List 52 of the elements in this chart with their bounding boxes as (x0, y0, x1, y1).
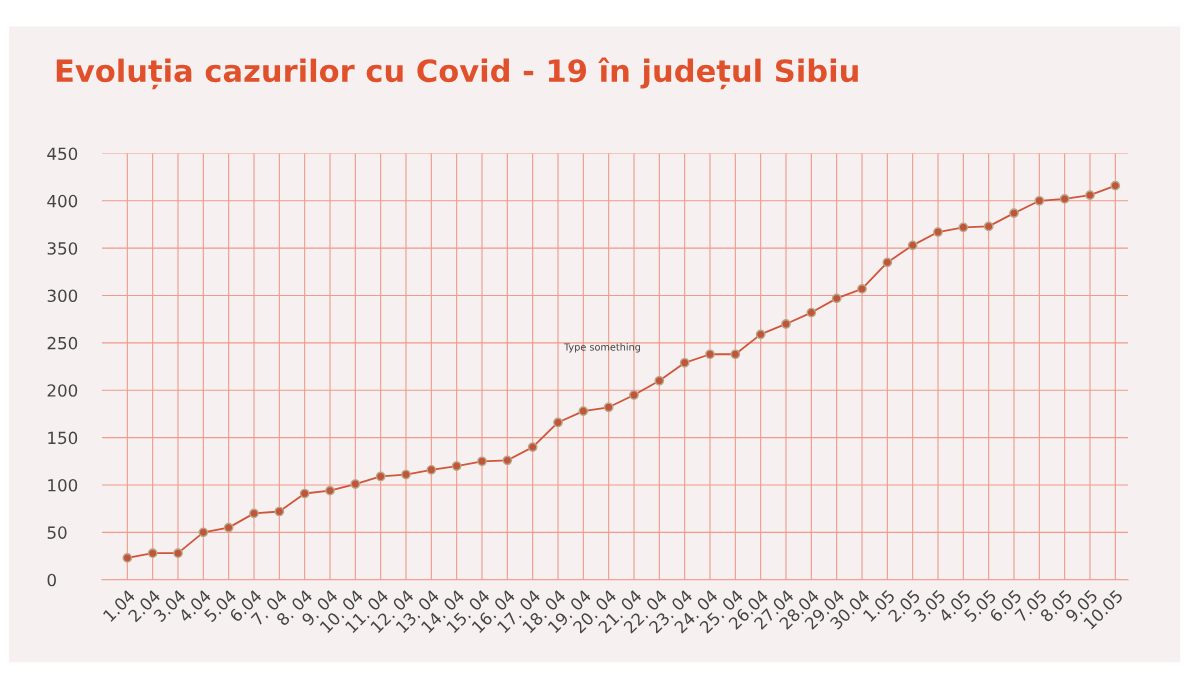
point (958, 222, 969, 233)
point (249, 508, 259, 519)
point (1059, 194, 1070, 204)
y-tick-label: 150 (48, 431, 78, 445)
point (147, 548, 158, 559)
point (857, 284, 867, 294)
y-tick-label: 0 (47, 573, 56, 587)
point (173, 548, 183, 559)
point (325, 485, 335, 496)
point (350, 479, 361, 489)
point (122, 553, 133, 563)
point (654, 375, 665, 386)
point (198, 527, 209, 538)
point (781, 319, 791, 329)
point (629, 390, 639, 400)
point (223, 522, 234, 533)
point (603, 402, 614, 413)
point (1085, 190, 1095, 200)
y-tick-label: 200 (47, 384, 78, 397)
point (806, 307, 817, 318)
point (502, 455, 513, 466)
point (527, 442, 538, 452)
point (477, 456, 487, 467)
y-tick-label: 350 (47, 242, 78, 255)
point (274, 506, 285, 517)
point (882, 257, 893, 268)
point (401, 469, 411, 480)
point (933, 227, 943, 237)
point (831, 293, 842, 304)
annotation: Type something (563, 343, 641, 353)
point (907, 240, 918, 251)
point (451, 461, 462, 471)
point (299, 488, 310, 499)
chart-title: Evoluția cazurilor cu Covid - 19 în județul Sibiu (56, 57, 858, 90)
point (1034, 195, 1045, 206)
y-tick-label: 450 (47, 147, 78, 161)
y-tick-label: 100 (48, 478, 78, 492)
point (679, 357, 690, 368)
point (755, 329, 766, 340)
y-tick-label: 50 (47, 526, 67, 539)
point (730, 349, 741, 360)
point (705, 349, 715, 360)
point (983, 221, 994, 232)
y-tick-label: 400 (47, 194, 78, 208)
point (553, 417, 563, 428)
point (426, 464, 437, 475)
point (1009, 208, 1019, 218)
y-tick-label: 250 (47, 336, 78, 350)
point (1110, 180, 1121, 191)
y-tick-label: 300 (47, 289, 78, 303)
point (578, 406, 589, 416)
point (375, 471, 386, 482)
